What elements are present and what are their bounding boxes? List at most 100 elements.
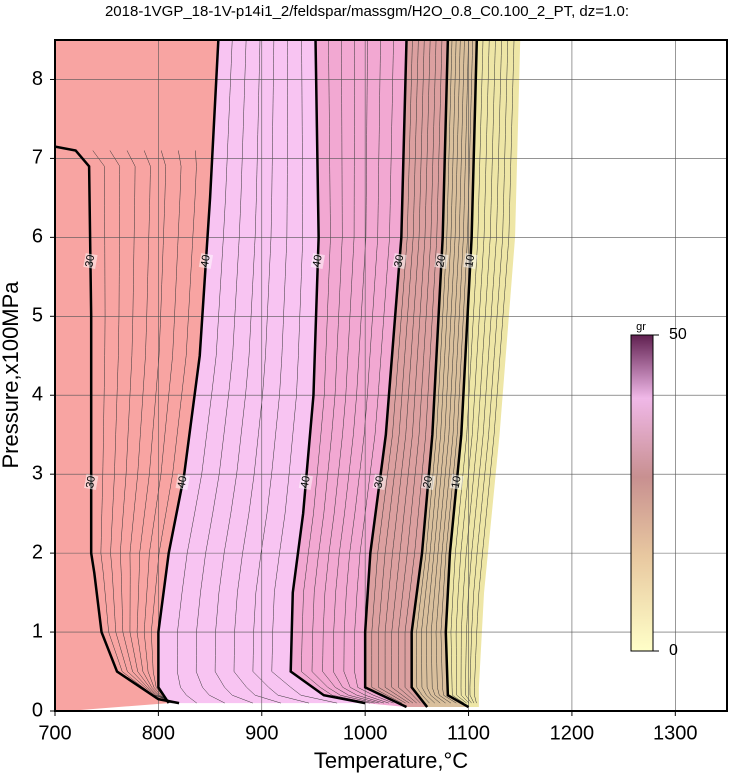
contour-line — [410, 40, 450, 708]
y-tick-label: 1 — [32, 620, 43, 642]
contour-label: 40 — [310, 253, 325, 269]
contour-label-bg — [392, 253, 407, 269]
y-tick-label: 3 — [32, 462, 43, 484]
contour-label-text: 40 — [199, 254, 213, 268]
minor-contour — [440, 40, 473, 704]
minor-contour — [404, 40, 443, 704]
region — [55, 40, 219, 711]
y-tick-label: 2 — [32, 541, 43, 563]
contour-line — [444, 40, 479, 709]
region — [290, 40, 407, 708]
frame — [54, 39, 728, 712]
region — [365, 40, 448, 708]
minor-contour — [384, 40, 425, 704]
minor-contour — [426, 40, 461, 704]
plot-area: 30 30 40 40 40 40 30 30 20 20 10 10 — [55, 40, 727, 711]
minor-contour — [311, 40, 375, 704]
minor-contour — [416, 40, 453, 704]
contour-label-bg — [463, 253, 478, 269]
contour-label: 40 — [175, 474, 190, 491]
contour-label: 10 — [449, 474, 464, 491]
contour-label-text: 40 — [299, 475, 313, 489]
contour-label-bg — [449, 474, 464, 491]
contour-label-bg — [83, 253, 98, 269]
colorbar-tick-label: 50 — [669, 326, 687, 343]
contour-label-bg — [198, 253, 214, 269]
minor-contour — [435, 40, 469, 704]
x-tick-label: 900 — [245, 722, 278, 744]
contour-label-text: 30 — [392, 254, 406, 268]
y-tick-label: 4 — [32, 384, 43, 406]
minor-contour — [398, 40, 437, 704]
contour-line — [55, 145, 180, 705]
x-tick-label: 800 — [142, 722, 175, 744]
contour-label: 20 — [434, 253, 449, 269]
minor-contour — [271, 40, 338, 704]
minor-contour — [214, 40, 261, 704]
contour-label-text: 20 — [434, 254, 448, 268]
minor-contour — [322, 40, 380, 704]
minor-contour — [455, 40, 490, 704]
minor-contour — [109, 150, 177, 704]
contour-line — [363, 40, 408, 709]
contour-label: 30 — [392, 253, 407, 269]
y-tick-label: 6 — [32, 226, 43, 248]
chart-title: 2018-1VGP_18-1V-p14i1_2/feldspar/massgm/… — [105, 3, 629, 20]
minor-contour — [136, 150, 173, 704]
contour-label: 40 — [198, 253, 214, 269]
x-tick-label: 1000 — [343, 722, 388, 744]
minor-contour — [151, 150, 197, 704]
contour-label-text: 30 — [84, 475, 98, 489]
contour-label-bg — [421, 474, 436, 491]
minor-contour — [378, 40, 419, 704]
minor-contour — [252, 40, 310, 704]
region — [411, 40, 477, 708]
contour-label-text: 10 — [450, 475, 464, 489]
minor-contour — [421, 40, 457, 704]
minor-contour — [460, 40, 496, 704]
minor-contour — [371, 40, 413, 704]
y-tick-label: 8 — [32, 68, 43, 90]
contour-label: 30 — [83, 253, 98, 269]
minor-contour — [92, 150, 178, 704]
x-tick-label: 1100 — [447, 722, 490, 744]
minor-contour — [120, 150, 176, 704]
minor-contour — [354, 40, 394, 704]
colorbar-label: gr — [636, 321, 646, 333]
region — [445, 40, 521, 708]
y-tick-label: 0 — [32, 699, 43, 721]
y-tick-label: 7 — [32, 147, 43, 169]
y-tick-label: 5 — [32, 305, 43, 327]
contour-label-bg — [175, 474, 190, 491]
contour-line — [157, 40, 220, 704]
minor-contour — [129, 150, 175, 704]
colorbar-tick-label: 0 — [669, 642, 678, 659]
contour-label-bg — [434, 253, 449, 269]
minor-contour — [143, 150, 182, 704]
minor-contour — [333, 40, 385, 704]
contour-label-bg — [372, 474, 387, 491]
contour-label-bg — [310, 253, 325, 269]
contour-label-text: 10 — [463, 254, 477, 268]
contour-label-bg — [84, 474, 99, 491]
contour-label-text: 40 — [176, 475, 190, 489]
contour-label: 30 — [372, 474, 387, 491]
contour-label-text: 30 — [83, 254, 97, 268]
minor-contour — [474, 40, 515, 704]
minor-contour — [430, 40, 465, 704]
contour-label: 40 — [298, 474, 314, 491]
minor-contour — [195, 40, 247, 704]
x-tick-label: 700 — [38, 722, 71, 744]
x-tick-label: 1200 — [550, 722, 595, 744]
contour-label-bg — [298, 474, 314, 491]
y-axis-label: Pressure,x100MPa — [0, 281, 23, 469]
contour-label-text: 20 — [421, 475, 435, 489]
axes: 700 800 900 1000 1100 1200 1300 0 1 2 3 4 5 6 7 8 0 50 — [32, 68, 698, 745]
minor-contour — [391, 40, 431, 704]
contour-label-text: 40 — [311, 254, 325, 268]
x-axis-label: Temperature,°C — [314, 748, 468, 773]
colorbar — [630, 334, 654, 652]
contour-label: 30 — [84, 474, 99, 491]
contour-label: 10 — [463, 253, 478, 269]
